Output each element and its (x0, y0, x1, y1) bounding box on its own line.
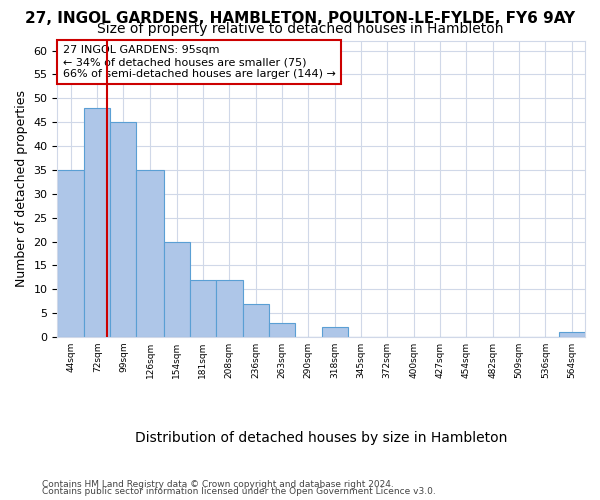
Bar (164, 242, 190, 337)
Text: Size of property relative to detached houses in Hambleton: Size of property relative to detached ho… (97, 22, 503, 36)
Text: 27 INGOL GARDENS: 95sqm
← 34% of detached houses are smaller (75)
66% of semi-de: 27 INGOL GARDENS: 95sqm ← 34% of detache… (62, 46, 335, 78)
Bar (58, 170, 85, 337)
Bar (322, 328, 348, 337)
Text: Contains HM Land Registry data © Crown copyright and database right 2024.: Contains HM Land Registry data © Crown c… (42, 480, 394, 489)
Text: 27, INGOL GARDENS, HAMBLETON, POULTON-LE-FYLDE, FY6 9AY: 27, INGOL GARDENS, HAMBLETON, POULTON-LE… (25, 11, 575, 26)
Bar (242, 304, 269, 337)
X-axis label: Distribution of detached houses by size in Hambleton: Distribution of detached houses by size … (135, 431, 508, 445)
Bar (110, 122, 136, 337)
Bar (269, 322, 295, 337)
Bar (85, 108, 110, 337)
Bar (136, 170, 164, 337)
Text: Contains public sector information licensed under the Open Government Licence v3: Contains public sector information licen… (42, 487, 436, 496)
Bar (215, 280, 242, 337)
Bar (559, 332, 585, 337)
Bar (190, 280, 215, 337)
Y-axis label: Number of detached properties: Number of detached properties (15, 90, 28, 288)
